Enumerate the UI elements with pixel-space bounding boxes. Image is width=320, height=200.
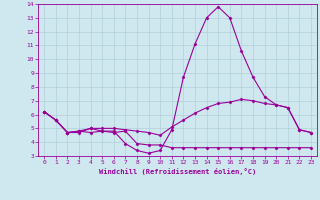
X-axis label: Windchill (Refroidissement éolien,°C): Windchill (Refroidissement éolien,°C)	[99, 168, 256, 175]
